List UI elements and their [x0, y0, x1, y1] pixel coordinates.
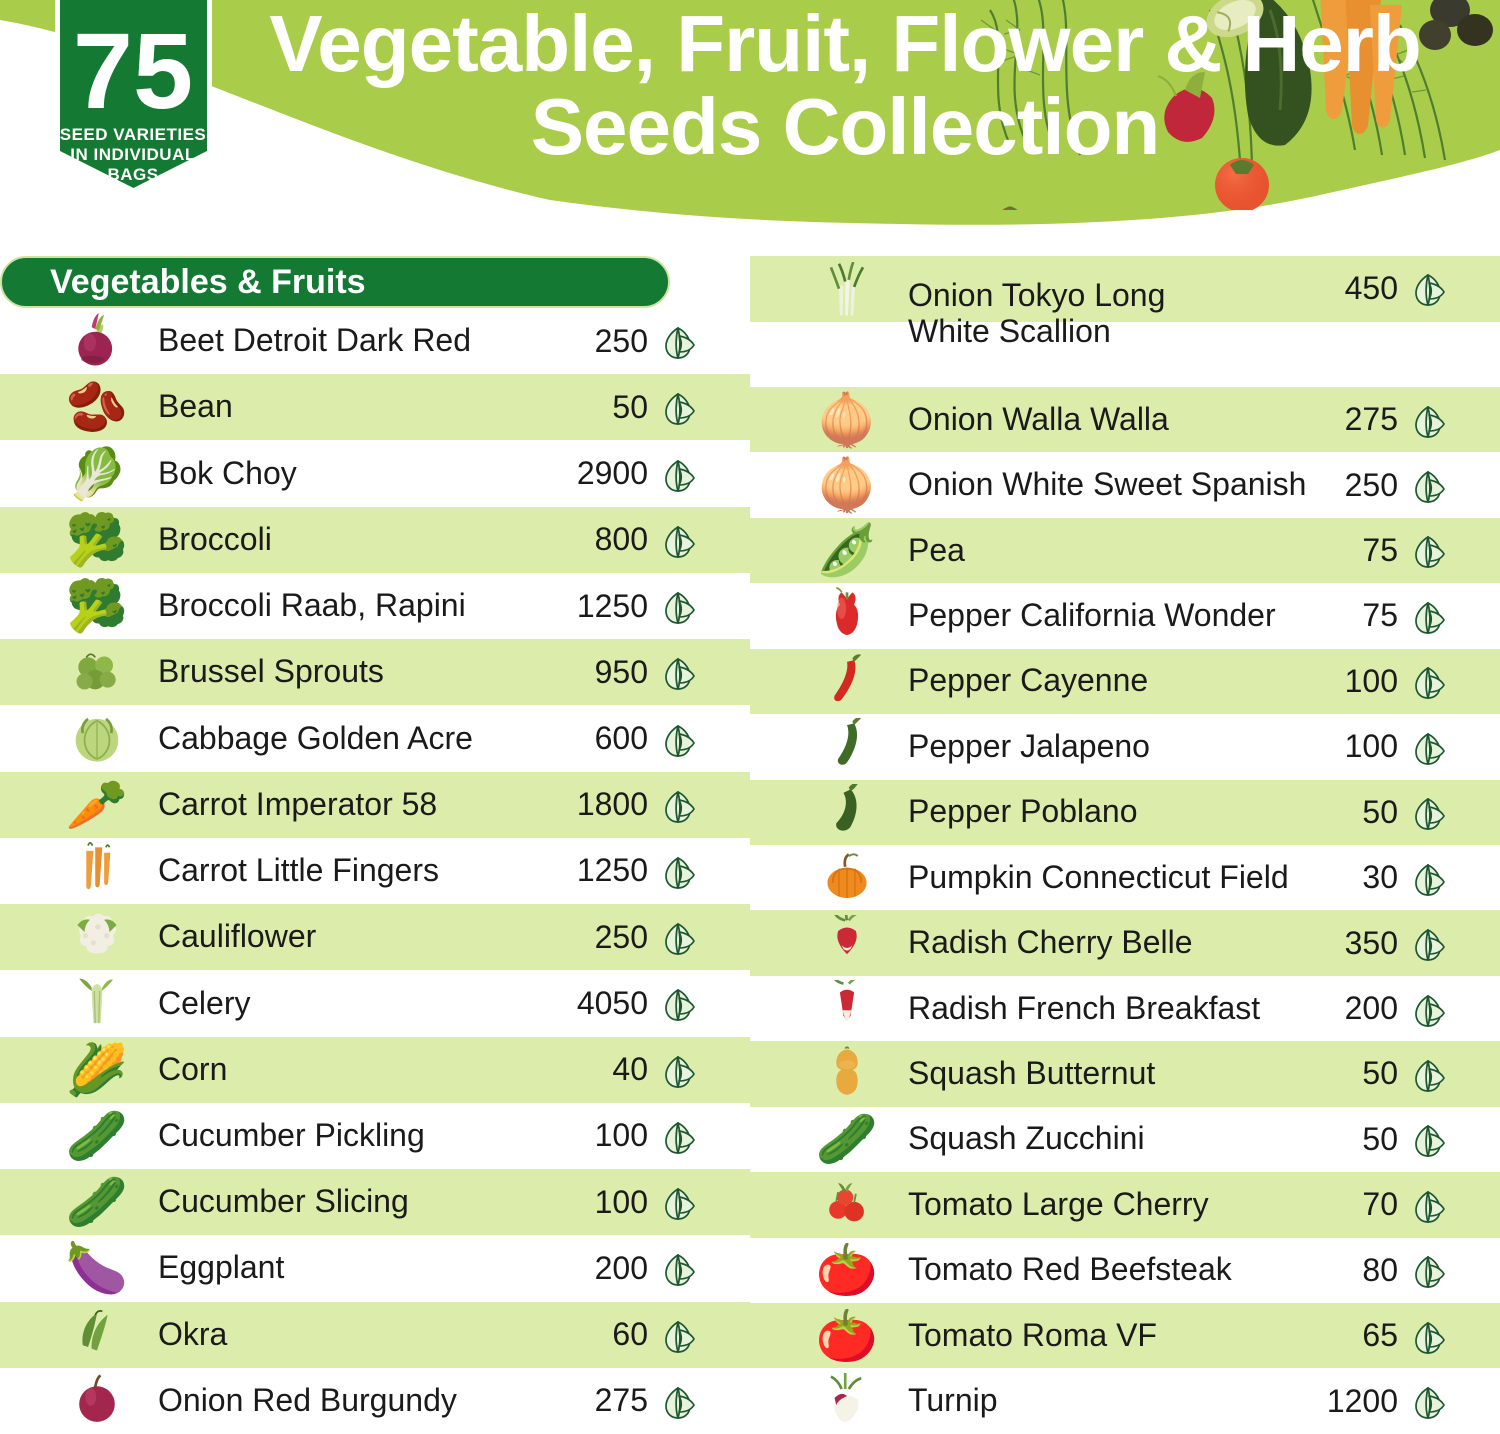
svg-text:75: 75: [73, 10, 193, 131]
svg-text:SEED VARIETIES: SEED VARIETIES: [60, 125, 207, 144]
svg-text:BAGS: BAGS: [107, 165, 158, 184]
svg-text:IN INDIVIDUAL: IN INDIVIDUAL: [70, 145, 196, 164]
